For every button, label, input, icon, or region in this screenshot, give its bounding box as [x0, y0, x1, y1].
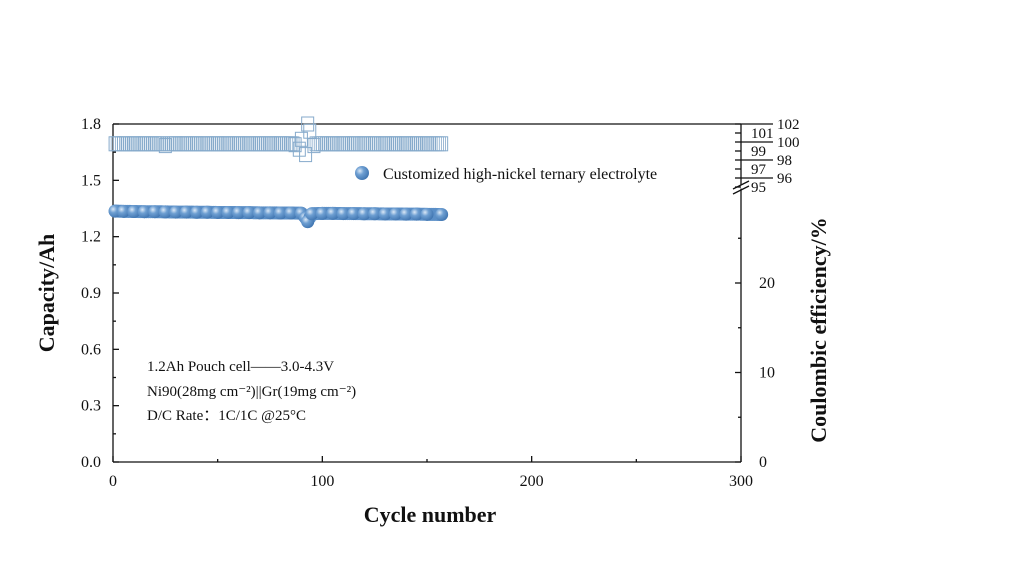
capacity-point — [284, 206, 298, 220]
capacity-point — [116, 204, 130, 218]
y-right-tick-label: 97 — [751, 162, 767, 178]
capacity-point — [368, 207, 382, 221]
capacity-point — [357, 207, 371, 221]
legend-label: Customized high-nickel ternary electroly… — [383, 166, 657, 183]
annotation-electrodes: Ni90(28mg cm⁻²)||Gr(19mg cm⁻²) — [147, 384, 356, 400]
y-right-tick-label: 99 — [751, 144, 766, 160]
annotation-rate: D/C Rate：1C/1C @25°C — [147, 408, 306, 424]
y-right-tick-label: 101 — [751, 126, 774, 142]
y-left-tick-label: 1.5 — [81, 172, 101, 189]
axis-break-mark — [732, 185, 750, 195]
y-axis-right-label: Coulombic efficiency/% — [806, 217, 831, 442]
ce-point — [435, 136, 449, 152]
y-right-tick-label: 98 — [777, 153, 792, 169]
x-tick-label: 100 — [310, 473, 334, 490]
x-tick-label: 300 — [729, 473, 753, 490]
capacity-point — [305, 207, 319, 221]
ce-point — [294, 131, 308, 147]
axes: 0 100 200 300 0.0 0.3 0.6 0.9 1.2 1.5 1.8 0 10 20 95 96… — [81, 116, 800, 490]
capacity-point — [336, 207, 350, 221]
capacity-point — [273, 206, 287, 220]
y-left-tick-label: 1.2 — [81, 229, 101, 246]
capacity-point — [435, 208, 449, 222]
y-axis-left-label: Capacity/Ah — [34, 234, 59, 353]
capacity-point — [263, 206, 277, 220]
capacity-point — [190, 205, 204, 219]
capacity-point — [200, 205, 214, 219]
capacity-point — [242, 206, 256, 220]
capacity-point — [211, 205, 225, 219]
y-right-tick-label: 95 — [751, 180, 766, 196]
capacity-point — [221, 205, 235, 219]
capacity-point — [399, 207, 413, 221]
x-tick-label: 200 — [520, 473, 544, 490]
capacity-point — [232, 206, 246, 220]
capacity-point — [378, 207, 392, 221]
capacity-point — [127, 205, 141, 219]
y-right-tick-label: 20 — [759, 275, 775, 292]
legend-marker — [355, 166, 369, 180]
capacity-point — [315, 206, 329, 220]
y-right-tick-label: 0 — [759, 454, 767, 471]
y-right-tick-label: 102 — [777, 117, 800, 133]
capacity-point — [347, 207, 361, 221]
y-right-tick-label: 10 — [759, 365, 775, 382]
y-left-tick-label: 0.9 — [81, 285, 101, 302]
axis-break-mark — [732, 180, 750, 190]
capacity-point — [326, 206, 340, 220]
capacity-point — [169, 205, 183, 219]
capacity-point — [148, 205, 162, 219]
x-axis-label: Cycle number — [364, 502, 497, 527]
y-left-tick-label: 0.3 — [81, 398, 101, 415]
y-left-tick-label: 1.8 — [81, 116, 101, 133]
capacity-point — [179, 205, 193, 219]
annotation-cell: 1.2Ah Pouch cell——3.0-4.3V — [147, 359, 334, 375]
capacity-point — [410, 207, 424, 221]
y-right-tick-label: 100 — [777, 135, 800, 151]
capacity-point — [137, 205, 151, 219]
y-left-tick-label: 0.6 — [81, 341, 101, 358]
capacity-point — [420, 207, 434, 221]
capacity-point — [253, 206, 267, 220]
capacity-point — [158, 205, 172, 219]
capacity-point — [389, 207, 403, 221]
y-left-tick-label: 0.0 — [81, 454, 101, 471]
x-tick-label: 0 — [109, 473, 117, 490]
ce-point — [299, 147, 313, 163]
y-right-tick-label: 96 — [777, 171, 793, 187]
